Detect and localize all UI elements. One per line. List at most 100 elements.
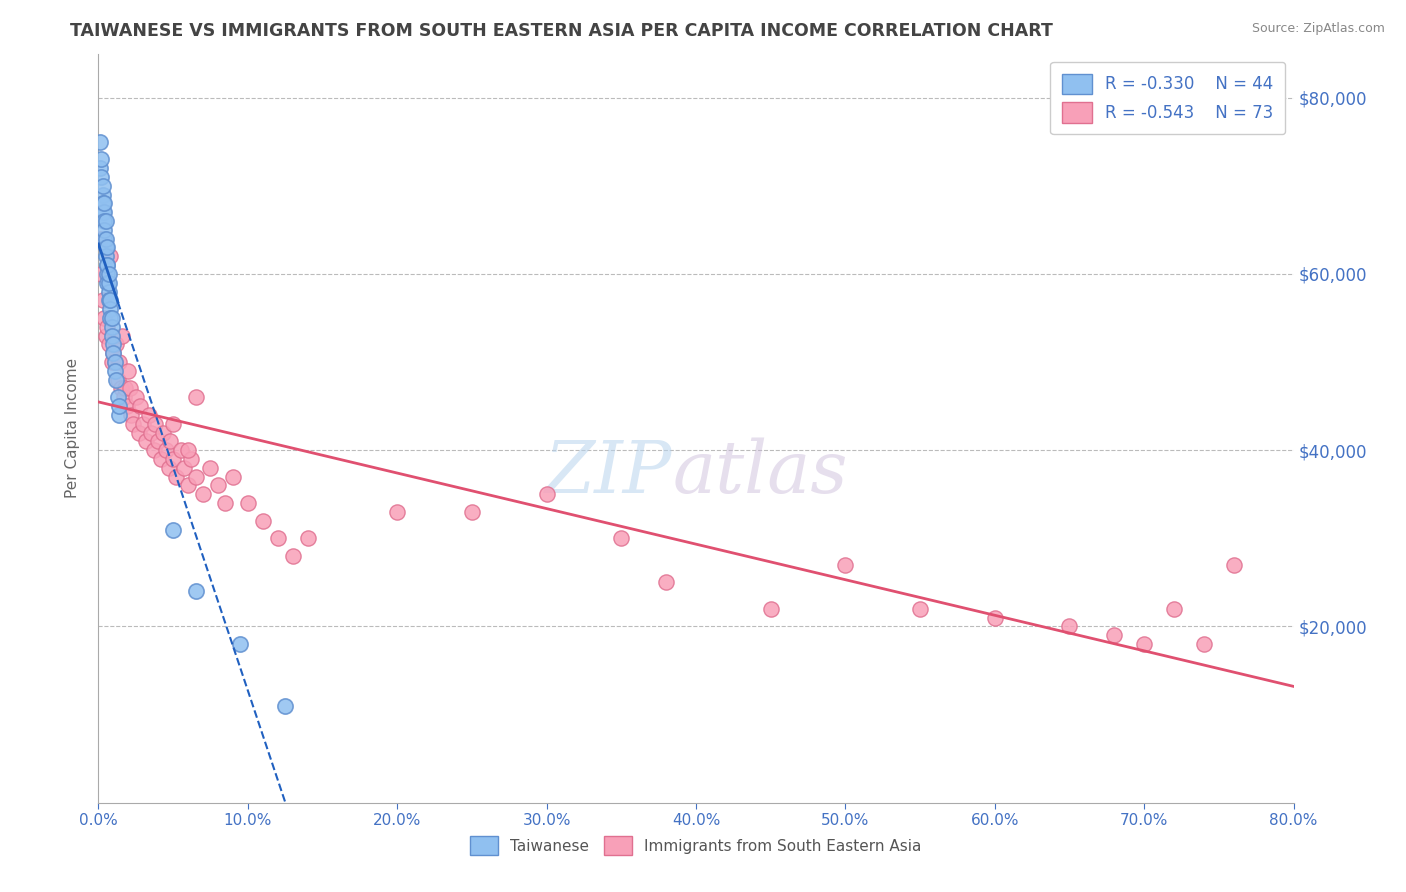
- Point: [89, 161, 111, 175]
- Point: [97, 293, 120, 308]
- Text: Source: ZipAtlas.com: Source: ZipAtlas.com: [1251, 22, 1385, 36]
- Point: [97, 285, 120, 299]
- Point: [91, 187, 114, 202]
- Point: [94, 249, 117, 263]
- Point: [111, 328, 134, 343]
- Point: [98, 293, 122, 308]
- Point: [162, 452, 184, 467]
- Point: [132, 417, 155, 431]
- Point: [191, 487, 214, 501]
- Point: [107, 373, 129, 387]
- Point: [139, 425, 162, 440]
- Point: [610, 532, 633, 546]
- Point: [91, 178, 114, 193]
- Point: [101, 319, 124, 334]
- Point: [104, 355, 127, 369]
- Point: [135, 434, 157, 449]
- Text: atlas: atlas: [672, 438, 848, 508]
- Point: [1059, 619, 1081, 633]
- Point: [98, 302, 122, 317]
- Point: [908, 602, 931, 616]
- Point: [96, 258, 118, 272]
- Point: [173, 460, 195, 475]
- Point: [1163, 602, 1185, 616]
- Point: [103, 346, 125, 360]
- Point: [177, 443, 200, 458]
- Point: [118, 382, 141, 396]
- Point: [91, 293, 114, 308]
- Point: [138, 408, 160, 422]
- Point: [101, 355, 124, 369]
- Point: [90, 153, 112, 167]
- Point: [90, 267, 112, 281]
- Point: [536, 487, 558, 501]
- Point: [274, 698, 297, 713]
- Point: [184, 390, 207, 404]
- Point: [148, 434, 170, 449]
- Point: [120, 408, 142, 422]
- Point: [200, 460, 222, 475]
- Point: [103, 346, 125, 360]
- Point: [105, 337, 128, 351]
- Point: [89, 135, 111, 149]
- Point: [114, 382, 136, 396]
- Point: [101, 328, 124, 343]
- Point: [229, 637, 252, 651]
- Point: [96, 258, 118, 272]
- Point: [96, 319, 118, 334]
- Point: [128, 425, 150, 440]
- Point: [98, 249, 122, 263]
- Point: [169, 443, 191, 458]
- Point: [101, 310, 124, 325]
- Point: [97, 337, 120, 351]
- Text: TAIWANESE VS IMMIGRANTS FROM SOUTH EASTERN ASIA PER CAPITA INCOME CORRELATION CH: TAIWANESE VS IMMIGRANTS FROM SOUTH EASTE…: [70, 22, 1053, 40]
- Point: [103, 337, 125, 351]
- Point: [267, 532, 290, 546]
- Point: [125, 390, 148, 404]
- Point: [180, 452, 202, 467]
- Legend: Taiwanese, Immigrants from South Eastern Asia: Taiwanese, Immigrants from South Eastern…: [463, 829, 929, 863]
- Point: [94, 232, 117, 246]
- Point: [96, 240, 118, 254]
- Point: [162, 523, 184, 537]
- Point: [94, 240, 117, 254]
- Point: [297, 532, 319, 546]
- Point: [115, 399, 138, 413]
- Point: [834, 558, 856, 572]
- Point: [984, 610, 1007, 624]
- Point: [207, 478, 229, 492]
- Point: [97, 267, 120, 281]
- Point: [117, 364, 139, 378]
- Point: [252, 514, 274, 528]
- Point: [142, 443, 165, 458]
- Point: [96, 267, 118, 281]
- Point: [222, 469, 245, 483]
- Point: [150, 452, 173, 467]
- Point: [89, 232, 111, 246]
- Point: [655, 575, 678, 590]
- Point: [93, 205, 115, 219]
- Point: [93, 223, 115, 237]
- Point: [107, 390, 129, 404]
- Point: [108, 408, 131, 422]
- Point: [93, 196, 115, 211]
- Point: [105, 373, 128, 387]
- Point: [159, 434, 181, 449]
- Point: [104, 355, 127, 369]
- Point: [214, 496, 236, 510]
- Point: [94, 328, 117, 343]
- Point: [157, 460, 180, 475]
- Point: [162, 417, 184, 431]
- Point: [385, 505, 409, 519]
- Text: ZIP: ZIP: [544, 438, 672, 508]
- Point: [1104, 628, 1126, 642]
- Point: [93, 232, 115, 246]
- Point: [110, 382, 132, 396]
- Point: [461, 505, 484, 519]
- Point: [759, 602, 782, 616]
- Point: [93, 310, 115, 325]
- Point: [94, 214, 117, 228]
- Point: [177, 478, 200, 492]
- Point: [165, 469, 187, 483]
- Point: [143, 417, 166, 431]
